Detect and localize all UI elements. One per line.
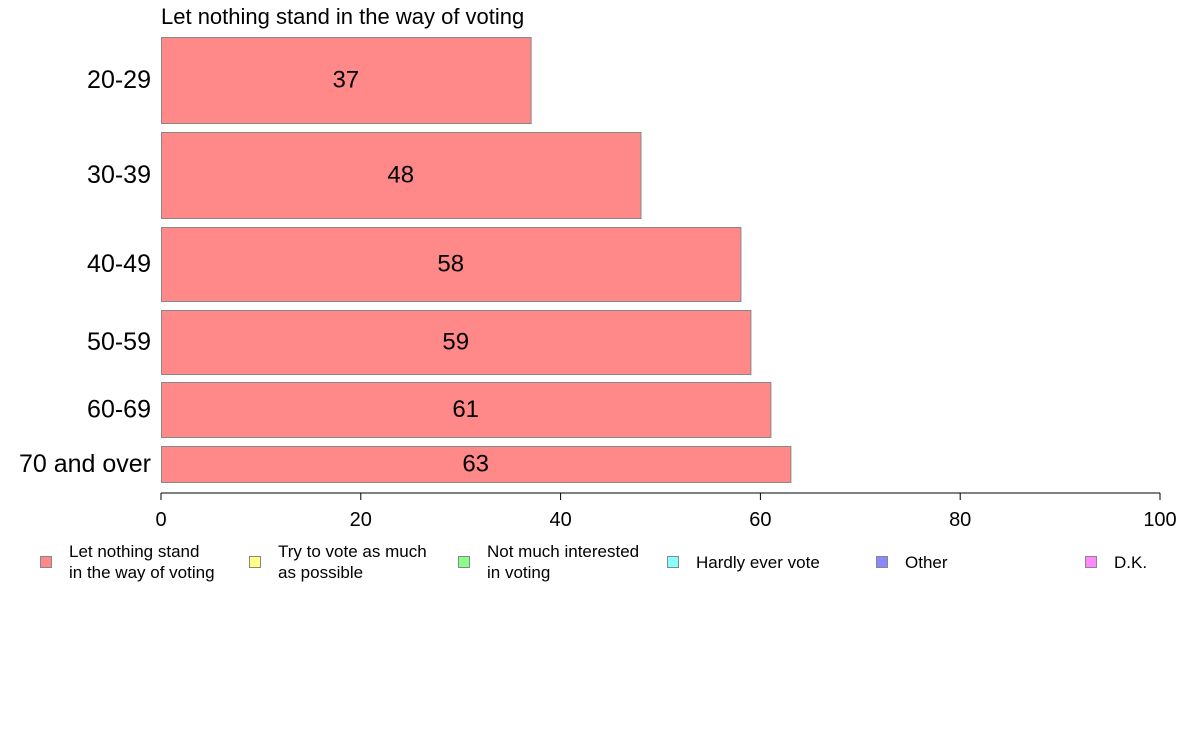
legend-item: Try to vote as much as possible xyxy=(249,540,427,584)
bar-value-label: 58 xyxy=(437,251,464,278)
bar-value-label: 63 xyxy=(462,451,489,478)
bar-60-69 xyxy=(161,382,772,438)
legend-label: Not much interested in voting xyxy=(487,542,640,582)
legend-item: Hardly ever vote xyxy=(667,540,820,584)
x-tick-label: 100 xyxy=(1143,509,1176,531)
category-label: 40-49 xyxy=(87,250,151,278)
bar-40-49 xyxy=(161,227,742,302)
legend-swatch xyxy=(1085,556,1097,568)
bar-chart: 37 20-29 48 30-39 58 40-49 59 50-59 61 60-69 63 70 … xyxy=(19,37,1177,531)
legend-item: Other xyxy=(876,540,948,584)
category-label: 50-59 xyxy=(87,328,151,356)
category-label: 30-39 xyxy=(87,161,151,189)
legend-swatch xyxy=(876,556,888,568)
legend-swatch xyxy=(667,556,679,568)
legend-item: D.K. xyxy=(1085,540,1147,584)
legend-item: Not much interested in voting xyxy=(458,540,639,584)
x-tick-label: 80 xyxy=(949,509,971,531)
category-label: 60-69 xyxy=(87,396,151,424)
bar-50-59 xyxy=(161,310,752,375)
legend-label: Let nothing stand in the way of voting xyxy=(69,542,215,582)
legend-label: Try to vote as much as possible xyxy=(278,542,427,582)
x-tick-label: 20 xyxy=(350,509,372,531)
bar-value-label: 61 xyxy=(452,396,479,423)
chart-title: Let nothing stand in the way of voting xyxy=(161,4,525,29)
x-axis: 0 20 40 60 80 100 xyxy=(155,492,1177,531)
bar-value-label: 59 xyxy=(442,329,469,356)
legend-swatch xyxy=(458,556,470,568)
bar-70-and-over xyxy=(161,446,792,483)
legend-label: Hardly ever vote xyxy=(696,552,820,572)
category-label: 70 and over xyxy=(19,450,151,478)
x-tick-label: 0 xyxy=(155,509,166,531)
bar-value-label: 48 xyxy=(387,162,414,189)
legend-item: Let nothing stand in the way of voting xyxy=(40,540,215,584)
bars-layer: 37 20-29 48 30-39 58 40-49 59 50-59 61 60-69 63 70 … xyxy=(19,37,792,483)
bar-30-39 xyxy=(161,132,642,219)
legend-label: Other xyxy=(905,552,948,572)
bar-value-label: 37 xyxy=(332,67,359,94)
legend-swatch xyxy=(40,556,52,568)
x-tick-label: 60 xyxy=(749,509,771,531)
legend-swatch xyxy=(249,556,261,568)
bar-20-29 xyxy=(161,37,532,124)
category-label: 20-29 xyxy=(87,66,151,94)
x-tick-label: 40 xyxy=(549,509,571,531)
legend: Let nothing stand in the way of voting Tr… xyxy=(0,540,1188,600)
legend-label: D.K. xyxy=(1114,552,1148,572)
